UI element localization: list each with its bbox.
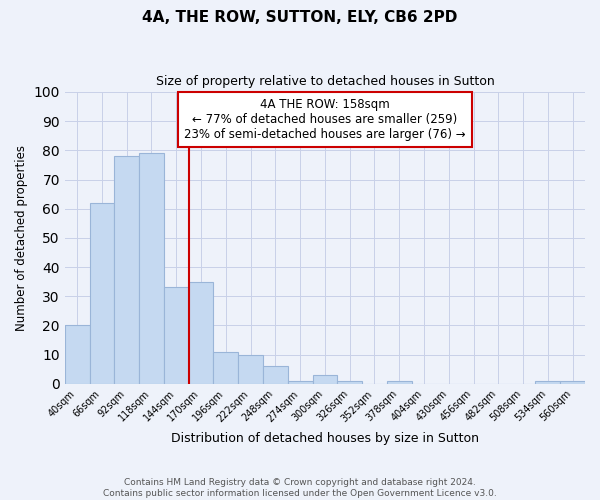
Title: Size of property relative to detached houses in Sutton: Size of property relative to detached ho… — [155, 75, 494, 88]
Bar — [387, 381, 412, 384]
Bar — [65, 326, 89, 384]
Bar — [188, 282, 214, 384]
Text: Contains HM Land Registry data © Crown copyright and database right 2024.
Contai: Contains HM Land Registry data © Crown c… — [103, 478, 497, 498]
Bar — [214, 352, 238, 384]
Bar — [263, 366, 288, 384]
X-axis label: Distribution of detached houses by size in Sutton: Distribution of detached houses by size … — [171, 432, 479, 445]
Bar — [115, 156, 139, 384]
Bar — [139, 153, 164, 384]
Bar — [313, 375, 337, 384]
Bar — [288, 381, 313, 384]
Y-axis label: Number of detached properties: Number of detached properties — [15, 145, 28, 331]
Bar — [89, 203, 115, 384]
Bar — [337, 381, 362, 384]
Bar — [238, 354, 263, 384]
Bar — [560, 381, 585, 384]
Text: 4A THE ROW: 158sqm
← 77% of detached houses are smaller (259)
23% of semi-detach: 4A THE ROW: 158sqm ← 77% of detached hou… — [184, 98, 466, 141]
Text: 4A, THE ROW, SUTTON, ELY, CB6 2PD: 4A, THE ROW, SUTTON, ELY, CB6 2PD — [142, 10, 458, 25]
Bar — [164, 288, 188, 384]
Bar — [535, 381, 560, 384]
